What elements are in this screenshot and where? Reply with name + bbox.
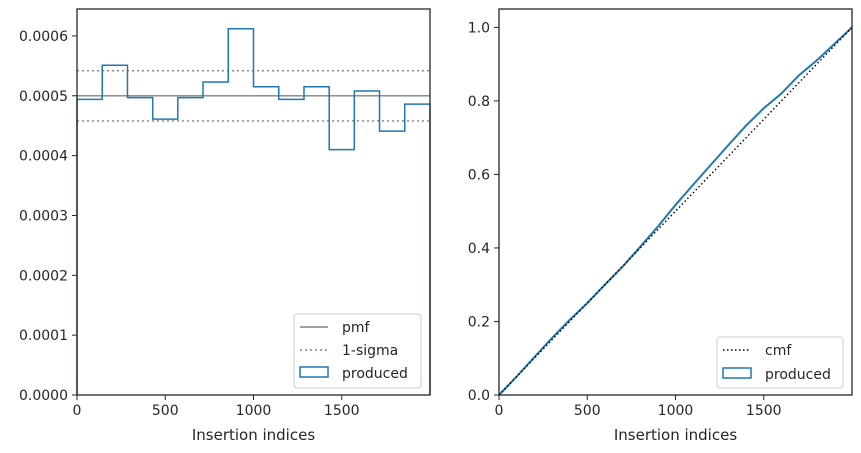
- hist-ytick-label: 0.0002: [19, 268, 68, 284]
- hist-ytick-label: 0.0005: [19, 89, 68, 105]
- hist-ytick-label: 0.0004: [19, 149, 68, 165]
- legend-produced-swatch: [722, 367, 752, 379]
- cum-ytick-label: 0.2: [468, 314, 490, 330]
- hist-ytick-label: 0.0003: [19, 208, 68, 224]
- legend-produced-label: produced: [342, 366, 408, 382]
- cum-ytick-label: 0.8: [468, 94, 490, 110]
- cum-xlabel: Insertion indices: [614, 426, 737, 444]
- cum-xtick-label: 500: [574, 403, 601, 419]
- hist-ytick-label: 0.0006: [19, 29, 68, 45]
- cum-xtick-label: 1000: [658, 403, 694, 419]
- legend-produced-label: produced: [765, 367, 831, 383]
- cum-frame: [498, 8, 853, 396]
- legend-produced-swatch: [299, 366, 329, 378]
- cmf-line: [498, 26, 853, 396]
- histogram-panel: 0 500 1000 1500 0.0000 0.0001 0.0002 0.0003 0.00…: [19, 8, 431, 444]
- hist-ytick-label: 0.0000: [19, 388, 68, 404]
- hist-frame: [76, 8, 431, 396]
- cum-xtick-label: 0: [495, 403, 504, 419]
- hist-legend-box: [293, 313, 422, 389]
- cum-ytick-label: 0.4: [468, 241, 490, 257]
- cum-ytick-label: 1.0: [468, 20, 490, 36]
- cum-legend: cmf produced: [716, 336, 844, 389]
- hist-xlabel: Insertion indices: [192, 426, 315, 444]
- hist-ytick-label: 0.0001: [19, 328, 68, 344]
- cum-ytick-label: 0.0: [468, 388, 490, 404]
- cumulative-panel: 0 500 1000 1500 0.0 0.2 0.4 0.6 0.8 1.0 Insertion …: [468, 8, 853, 444]
- cum-ytick-label: 0.6: [468, 167, 490, 183]
- hist-xtick-label: 500: [152, 403, 179, 419]
- legend-cmf-label: cmf: [765, 343, 792, 359]
- produced-cumulative-line: [498, 26, 853, 396]
- legend-sigma-label: 1-sigma: [342, 343, 398, 359]
- cum-xtick-label: 1500: [746, 403, 782, 419]
- hist-xtick-label: 1500: [324, 403, 360, 419]
- hist-legend: pmf 1-sigma produced: [293, 313, 422, 389]
- produced-step-histogram: [76, 27, 431, 395]
- legend-pmf-label: pmf: [342, 320, 371, 336]
- hist-xtick-label: 1000: [236, 403, 272, 419]
- hist-xtick-label: 0: [73, 403, 82, 419]
